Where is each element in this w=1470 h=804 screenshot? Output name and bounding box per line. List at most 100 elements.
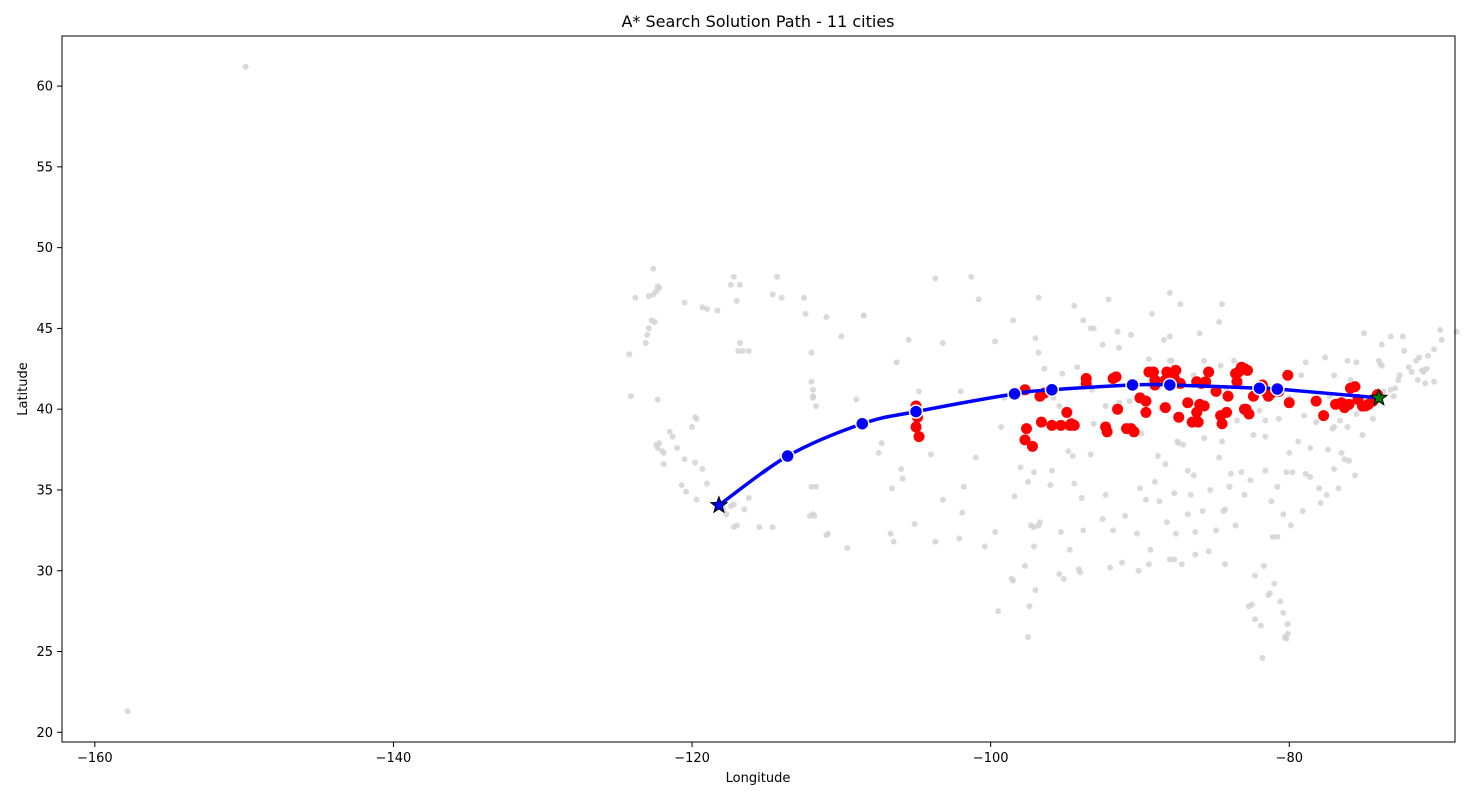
city-point [1262,467,1269,474]
city-point [1027,522,1034,529]
path-city-node [1252,380,1267,396]
explored-city-point [1210,385,1222,397]
city-point [1250,432,1257,439]
city-point [645,293,652,300]
city-point [1036,519,1043,526]
explored-city-point [1055,419,1067,431]
x-tick-label: −140 [376,751,412,766]
explored-city-point [1240,403,1252,415]
explored-city-point [1192,416,1204,428]
city-point [998,423,1005,430]
city-point [1262,417,1269,424]
explored-city-point [1349,381,1361,393]
city-point [1222,561,1229,568]
city-point [1298,372,1305,379]
city-point [1260,562,1267,569]
city-point [1299,507,1306,514]
city-point [739,348,746,355]
explored-city-point [910,421,922,433]
city-point [1166,333,1173,340]
explored-city-point [913,431,925,443]
city-point [1259,654,1266,661]
city-point [1145,561,1152,568]
city-point [660,461,667,468]
city-point [1192,551,1199,558]
city-point [644,331,651,338]
city-point [1345,457,1352,464]
path-city-node [1270,381,1285,397]
city-point [1011,493,1018,500]
city-point [1030,469,1037,476]
city-point [1414,377,1421,384]
city-point [1405,364,1412,371]
city-point [699,465,706,472]
y-tick-label: 45 [36,322,53,337]
city-point [932,538,939,545]
city-point [995,608,1002,615]
city-point [1207,486,1214,493]
city-point [674,444,681,451]
city-point [823,314,830,321]
city-point [968,273,975,280]
city-point [1071,302,1078,309]
explored-city-point [1110,371,1122,383]
city-point [824,530,831,537]
city-point [769,524,776,531]
explored-city-point [1231,376,1243,388]
city-point [1077,569,1084,576]
city-point [1059,370,1066,377]
city-point [1032,335,1039,342]
city-point [1166,289,1173,296]
city-point [981,543,988,550]
city-point [632,294,639,301]
city-point [939,339,946,346]
city-point [1331,465,1338,472]
explored-cities-layer [910,361,1383,452]
city-point [1353,411,1360,418]
city-point [1247,477,1254,484]
city-point [1422,380,1429,387]
city-point [1302,359,1309,366]
city-point [689,423,696,430]
city-point [1069,453,1076,460]
x-axis-ticks: −160 −140 −120 −100 −80 [77,742,1303,766]
city-point [1102,491,1109,498]
city-point [756,524,763,531]
city-point [1241,491,1248,498]
explored-city-point [1318,410,1330,422]
city-point [1148,310,1155,317]
explored-city-point [1182,397,1194,409]
city-point [1274,483,1281,490]
city-point [1423,365,1430,372]
city-point [1375,357,1382,364]
explored-city-point [1310,395,1322,407]
city-point [1268,498,1275,505]
city-point [1323,491,1330,498]
city-point [939,496,946,503]
city-point [1162,461,1169,468]
city-point [1102,402,1109,409]
city-point [1425,352,1432,359]
city-point [853,396,860,403]
city-point [1213,527,1220,534]
city-point [1416,354,1423,361]
city-point [812,483,819,490]
city-point [898,465,905,472]
city-point [1201,435,1208,442]
city-point [899,475,906,482]
city-point [1234,417,1241,424]
city-point [1138,430,1145,437]
city-point [1156,498,1163,505]
city-point [654,444,661,451]
explored-city-point [1222,390,1234,402]
city-point [681,456,688,463]
city-point [1008,575,1015,582]
city-point [1060,575,1067,582]
city-point [1344,423,1351,430]
city-point [838,333,845,340]
city-point [887,530,894,537]
city-point [1453,328,1460,335]
city-point [1256,407,1263,414]
city-point [1353,359,1360,366]
